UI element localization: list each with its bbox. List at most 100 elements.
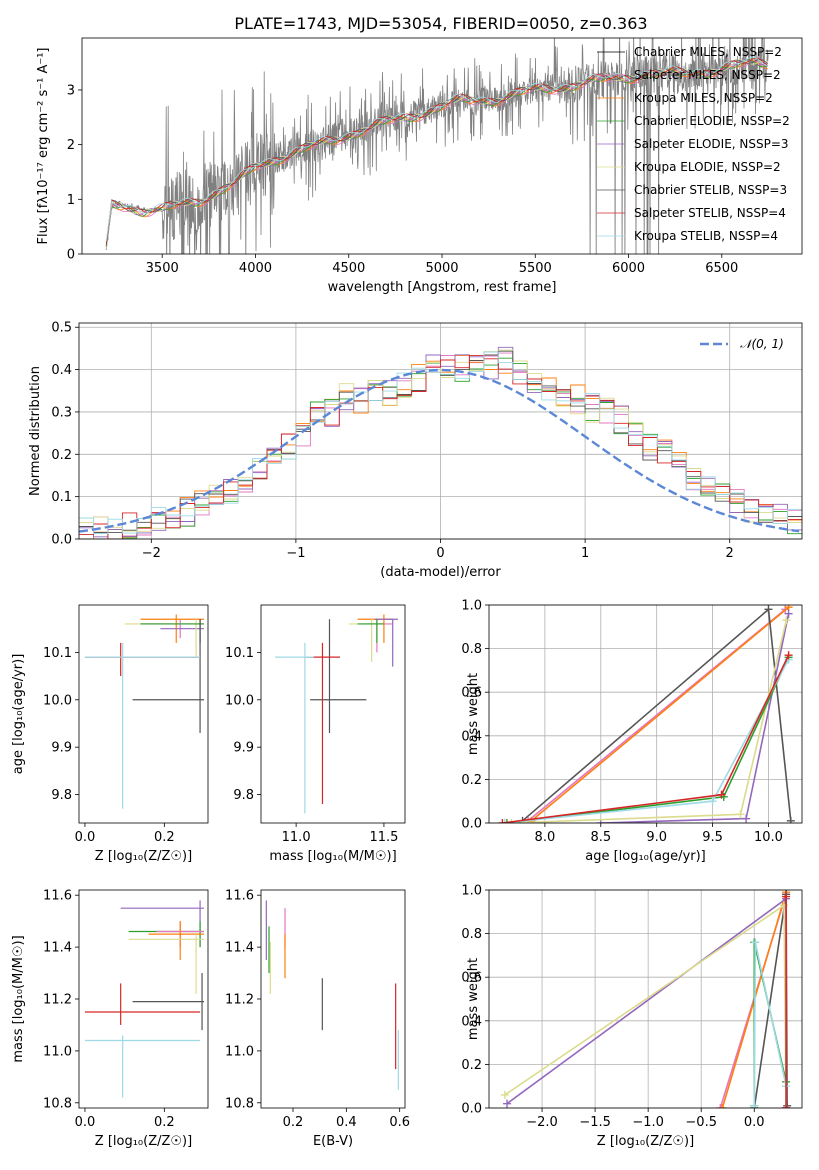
- legend-entry: Kroupa MILES, NSSP=2: [634, 91, 773, 105]
- y-tick-label: 1: [67, 193, 75, 208]
- x-tick-label: 0.6: [389, 1115, 410, 1130]
- panel-weight-vs-Z: −2.0 −1.5 −1.0 −0.5 0.0 0.0 0.2 0.4 0.6 0.8 1.0 Z […: [461, 884, 803, 1149]
- weight-marker: [783, 1101, 792, 1108]
- weight-series-6: [504, 659, 790, 823]
- y-tick-label: 10.8: [225, 1096, 254, 1111]
- errorbar-3: [148, 921, 205, 961]
- x-tick-label: 1: [581, 546, 589, 561]
- x-tick-label: 0.2: [154, 830, 175, 845]
- x-tick-label: 11.0: [282, 830, 311, 845]
- weight-marker: [507, 819, 516, 823]
- weight-series-1: [530, 606, 790, 822]
- x-tick-label: 3500: [146, 261, 179, 276]
- axes-frame: [488, 604, 803, 824]
- x-tick-label: −1.0: [632, 1115, 664, 1130]
- y-tick-label: 0.1: [51, 490, 72, 505]
- axes-frame: [260, 889, 406, 1109]
- x-tick-label: 0.2: [154, 1115, 175, 1130]
- y-tick-label: 0: [67, 248, 75, 263]
- errorbar-7: [84, 642, 201, 809]
- x-tick-label: −1.5: [579, 1115, 611, 1130]
- y-tick-label: 0.4: [51, 363, 72, 378]
- x-tick-label: 0.0: [75, 830, 96, 845]
- errorbar-7: [275, 642, 314, 814]
- x-axis-label: age [log₁₀(age/yr)]: [585, 849, 706, 864]
- y-tick-label: 9.8: [233, 788, 254, 803]
- weight-marker: [751, 938, 760, 947]
- y-axis-label: Normed distribution: [28, 366, 43, 496]
- x-tick-label: 6500: [705, 261, 738, 276]
- y-tick-label: 11.2: [225, 993, 254, 1008]
- y-tick-label: 0.5: [51, 321, 72, 336]
- axes-frame: [78, 604, 209, 824]
- weight-marker: [716, 1104, 725, 1108]
- y-tick-label: 0.4: [461, 1014, 482, 1029]
- x-tick-label: −1: [286, 546, 305, 561]
- x-tick-label: 9.0: [646, 830, 667, 845]
- plot-area: [105, 38, 769, 254]
- x-axis-label: mass [log₁₀(M/M☉)]: [269, 849, 396, 864]
- y-tick-label: 0.2: [461, 773, 482, 788]
- y-tick-label: 9.8: [51, 788, 72, 803]
- panel-age-vs-mass: 11.0 11.5 9.8 9.9 10.0 10.1 mass [log₁₀(M/M☉)]: [225, 604, 406, 864]
- weight-marker: [717, 790, 726, 799]
- errorbar-3: [124, 619, 205, 658]
- x-tick-label: 0.4: [336, 1115, 357, 1130]
- y-tick-label: 2: [67, 138, 75, 153]
- histogram-3: [79, 357, 802, 539]
- weight-marker: [502, 819, 511, 823]
- weight-marker: [764, 605, 773, 614]
- x-tick-label: 0.2: [283, 1115, 304, 1130]
- y-axis-label: mass weight: [466, 673, 481, 755]
- legend-entry: Chabrier MILES, NSSP=2: [634, 45, 782, 59]
- y-tick-label: 11.0: [43, 1044, 72, 1059]
- y-tick-label: 10.0: [225, 693, 254, 708]
- model-spectrum-2: [105, 59, 768, 245]
- axes-frame: [260, 604, 406, 824]
- y-tick-label: 0.8: [461, 927, 482, 942]
- axes-frame: [81, 37, 803, 255]
- x-tick-label: 10.0: [754, 830, 783, 845]
- x-tick-label: 5500: [519, 261, 552, 276]
- weight-marker: [503, 1099, 512, 1108]
- x-tick-label: 4500: [332, 261, 365, 276]
- plot-area: [84, 614, 205, 809]
- histogram-5: [79, 349, 802, 532]
- y-tick-label: 0.6: [461, 686, 482, 701]
- histogram-8: [79, 351, 802, 534]
- x-tick-label: 0.0: [744, 1115, 765, 1130]
- y-tick-label: 10.1: [43, 646, 72, 661]
- x-tick-label: 0: [436, 546, 444, 561]
- y-tick-label: 11.4: [43, 941, 72, 956]
- legend-entry: Salpeter ELODIE, NSSP=3: [634, 137, 789, 151]
- legend-entry: Chabrier ELODIE, NSSP=2: [634, 114, 790, 128]
- y-tick-label: 11.0: [225, 1044, 254, 1059]
- y-tick-label: 0.8: [461, 642, 482, 657]
- figure-title: PLATE=1743, MJD=53054, FIBERID=0050, z=0…: [234, 14, 647, 33]
- weight-marker: [784, 609, 793, 618]
- weight-marker: [736, 810, 745, 819]
- errorbar-5: [310, 619, 367, 733]
- y-tick-label: 11.6: [225, 889, 254, 904]
- legend-entry-gaussian: 𝒩(0, 1): [740, 337, 784, 351]
- y-axis-label: age [log₁₀(age/yr)]: [11, 654, 26, 775]
- x-tick-label: 9.5: [702, 830, 723, 845]
- axes-frame: [488, 889, 803, 1109]
- x-axis-label: (data-model)/error: [380, 565, 501, 580]
- legend-entry: Kroupa ELODIE, NSSP=2: [634, 160, 781, 174]
- errorbar-4: [357, 619, 384, 643]
- panel-mass-vs-Z: 0.0 0.2 10.8 11.0 11.2 11.4 11.6 Z [log₁₀(Z/Z☉)…: [11, 889, 209, 1149]
- legend-entry: Salpeter MILES, NSSP=2: [634, 68, 781, 82]
- plot-area: [500, 890, 792, 1108]
- y-tick-label: 0.6: [461, 971, 482, 986]
- y-tick-label: 1.0: [461, 599, 482, 614]
- x-axis-label: E(B-V): [313, 1134, 353, 1149]
- y-tick-label: 0.0: [51, 533, 72, 548]
- errorbar-7: [84, 1035, 201, 1098]
- weight-marker: [750, 1101, 759, 1108]
- x-tick-label: 11.5: [369, 830, 398, 845]
- errorbar-4: [128, 934, 205, 994]
- panel-weight-vs-age: 8.0 8.5 9.0 9.5 10.0 0.0 0.2 0.4 0.6 0.8 1.0 age [l…: [461, 599, 803, 864]
- axes-frame: [78, 322, 803, 540]
- weight-series-3: [506, 897, 787, 1108]
